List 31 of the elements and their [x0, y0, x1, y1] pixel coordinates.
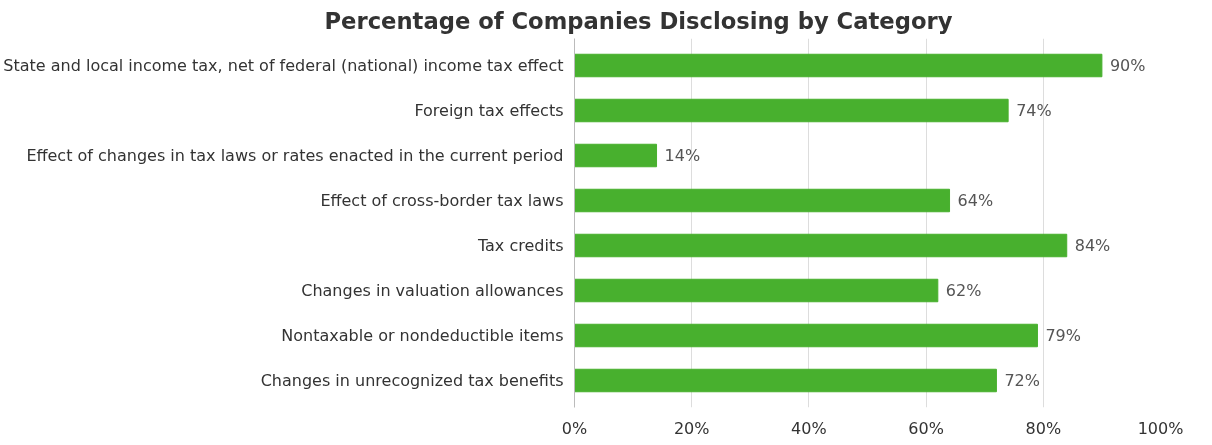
data-label: 14% — [664, 146, 701, 165]
bar — [574, 188, 951, 213]
x-tick-label: 80% — [1025, 418, 1062, 438]
x-tick-label: 60% — [908, 418, 944, 438]
x-tick-label: 100% — [1137, 418, 1184, 438]
x-tick-label: 40% — [791, 418, 827, 438]
y-tick-label: State and local income tax, net of federal (national) income tax effect — [3, 56, 564, 75]
bar — [574, 98, 1009, 123]
data-label: 79% — [1045, 326, 1081, 345]
bar — [574, 143, 658, 168]
bar — [574, 323, 1038, 348]
data-label: 64% — [957, 191, 994, 210]
y-tick-label: Effect of cross-border tax laws — [320, 191, 564, 210]
y-tick-label: Effect of changes in tax laws or rates enacted in the current period — [26, 146, 564, 165]
data-label: 74% — [1016, 101, 1052, 120]
x-tick-label: 0% — [561, 418, 588, 438]
data-label: 62% — [945, 281, 982, 300]
y-tick-label: Changes in unrecognized tax benefits — [260, 371, 564, 390]
y-tick-label: Nontaxable or nondeductible items — [281, 326, 564, 345]
x-tick-label: 20% — [673, 418, 710, 438]
bar — [574, 278, 939, 303]
y-tick-label: Changes in valuation allowances — [301, 281, 564, 300]
bar — [574, 53, 1103, 78]
data-label: 84% — [1074, 236, 1111, 255]
data-label: 90% — [1109, 56, 1146, 75]
bar — [574, 233, 1068, 258]
bar — [574, 368, 997, 393]
data-label: 72% — [1004, 371, 1040, 390]
y-tick-label: Foreign tax effects — [414, 101, 564, 120]
y-tick-label: Tax credits — [476, 236, 564, 255]
chart-title: Percentage of Companies Disclosing by Category — [324, 7, 953, 34]
